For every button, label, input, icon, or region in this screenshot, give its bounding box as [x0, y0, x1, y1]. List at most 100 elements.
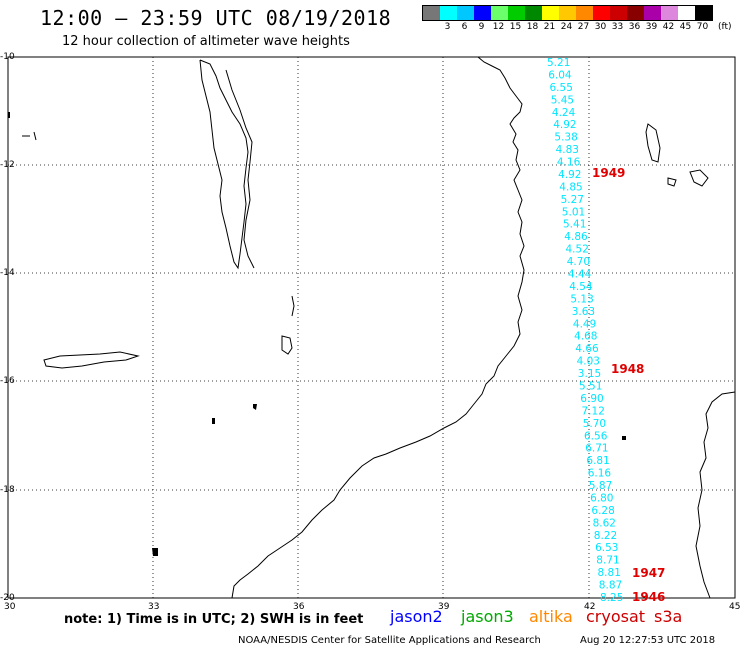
wave-height-label: 6.16 [588, 468, 612, 480]
wave-height-label: 4.92 [553, 119, 576, 131]
wave-height-label: 5.38 [554, 132, 577, 144]
small-mark-2 [8, 112, 10, 118]
wave-height-label: 8.81 [598, 567, 621, 579]
legend-swatch [542, 6, 559, 20]
lake-kariba [43, 351, 140, 369]
lon-label: 33 [148, 602, 160, 612]
lat-label: -10 [0, 52, 15, 62]
comoros-anjouan [689, 169, 709, 187]
legend-swatch [661, 6, 678, 20]
color-scale-labels: 3 6 9 12 15 18 21 24 27 30 33 36 39 42 45 70 [422, 22, 711, 32]
legend-swatch [525, 6, 542, 20]
map-subtitle: 12 hour collection of altimeter wave hei… [62, 34, 350, 49]
lat-label: -18 [0, 485, 15, 495]
legend-swatch [644, 6, 661, 20]
satellite-jason2: jason2 [390, 607, 443, 626]
legend-label: 6 [461, 22, 468, 32]
satellite-s3a: s3a [654, 607, 683, 626]
madagascar-coast [695, 391, 736, 599]
wave-height-label: 4.70 [567, 256, 590, 268]
wave-height-label: 5.87 [589, 480, 612, 492]
legend-label: 39 [645, 22, 658, 32]
legend-swatch [610, 6, 627, 20]
wave-height-label: 6.56 [584, 430, 608, 442]
legend-label: 9 [478, 22, 485, 32]
wave-height-label: 4.85 [559, 181, 582, 193]
map-frame [7, 56, 736, 599]
legend-swatch [474, 6, 491, 20]
small-mark [212, 418, 215, 424]
wave-height-label: 8.87 [599, 580, 622, 592]
wave-height-label: 4.52 [566, 244, 589, 256]
legend-label: 36 [628, 22, 641, 32]
legend-swatch [440, 6, 457, 20]
wave-height-label: 4.54 [569, 281, 593, 293]
wave-height-label: 5.21 [547, 57, 570, 69]
legend-label: 18 [526, 22, 539, 32]
shire-river [291, 295, 295, 317]
satellite-cryosat: cryosat [586, 607, 646, 626]
legend-swatch [457, 6, 474, 20]
wave-height-label: 4.92 [558, 169, 581, 181]
lat-label: -14 [0, 268, 15, 278]
wave-height-label: 4.44 [568, 269, 592, 281]
wave-height-label: 5.13 [570, 293, 593, 305]
legend-label: 70 [696, 22, 709, 32]
wave-height-label: 4.24 [552, 107, 576, 119]
small-lake-3 [22, 131, 37, 141]
lon-label: 36 [293, 602, 305, 612]
lon-label: 42 [584, 602, 596, 612]
wave-height-label: 3.15 [578, 368, 601, 380]
lat-lon-grid [8, 57, 735, 598]
wave-height-label: 4.49 [573, 318, 596, 330]
wave-height-label: 6.04 [548, 69, 572, 81]
wave-height-label: 5.41 [563, 219, 586, 231]
wave-height-label: 6.53 [595, 542, 618, 554]
wave-height-label: 8.22 [594, 530, 617, 542]
note-text: note: 1) Time is in UTC; 2) SWH is in fe… [64, 612, 364, 627]
wave-height-label: 5.45 [551, 94, 574, 106]
wave-height-label: 6.71 [585, 443, 608, 455]
lon-label: 39 [438, 602, 450, 612]
wave-height-label: 3.63 [572, 306, 595, 318]
small-island [622, 436, 626, 440]
wave-height-label: 4.68 [574, 331, 597, 343]
wave-height-label: 4.86 [564, 231, 588, 243]
wave-height-label: 6.28 [591, 505, 614, 517]
legend-label: 15 [509, 22, 522, 32]
satellite-jason3: jason3 [461, 607, 514, 626]
cycle-label: 1949 [592, 166, 625, 180]
legend-swatch [627, 6, 644, 20]
legend-label: 3 [444, 22, 451, 32]
footer-date: Aug 20 12:27:53 UTC 2018 [580, 635, 716, 646]
lon-label: 30 [4, 602, 16, 612]
legend-label: 45 [679, 22, 692, 32]
lake-east-shore [225, 69, 255, 269]
map-title: 12:00 – 23:59 UTC 08/19/2018 [40, 6, 392, 30]
wave-height-label: 6.90 [580, 393, 603, 405]
legend-swatch [593, 6, 610, 20]
legend-swatch [491, 6, 508, 20]
legend-swatch [508, 6, 525, 20]
cycle-labels: 1949 1948 1947 1946 [592, 166, 665, 604]
small-lake-2 [152, 548, 158, 556]
lat-label: -16 [0, 376, 15, 386]
coastline [231, 56, 525, 599]
cycle-label: 1946 [632, 590, 665, 604]
wave-height-label: 8.71 [596, 555, 619, 567]
legend-label: 21 [543, 22, 556, 32]
cycle-label: 1948 [611, 362, 644, 376]
legend-swatch [559, 6, 576, 20]
lon-label: 45 [729, 602, 740, 612]
wave-height-label: 4.66 [575, 343, 599, 355]
legend-swatch [423, 6, 440, 20]
wave-height-label: 6.55 [550, 82, 573, 94]
legend-label: 24 [560, 22, 573, 32]
legend-label: 30 [594, 22, 607, 32]
wave-height-label: 5.27 [561, 194, 584, 206]
wave-height-label: 5.70 [583, 418, 606, 430]
lake-chilwa [281, 335, 293, 355]
wave-height-label: 8.62 [593, 517, 616, 529]
wave-height-label: 4.83 [556, 144, 579, 156]
wave-height-label: 5.01 [562, 206, 585, 218]
